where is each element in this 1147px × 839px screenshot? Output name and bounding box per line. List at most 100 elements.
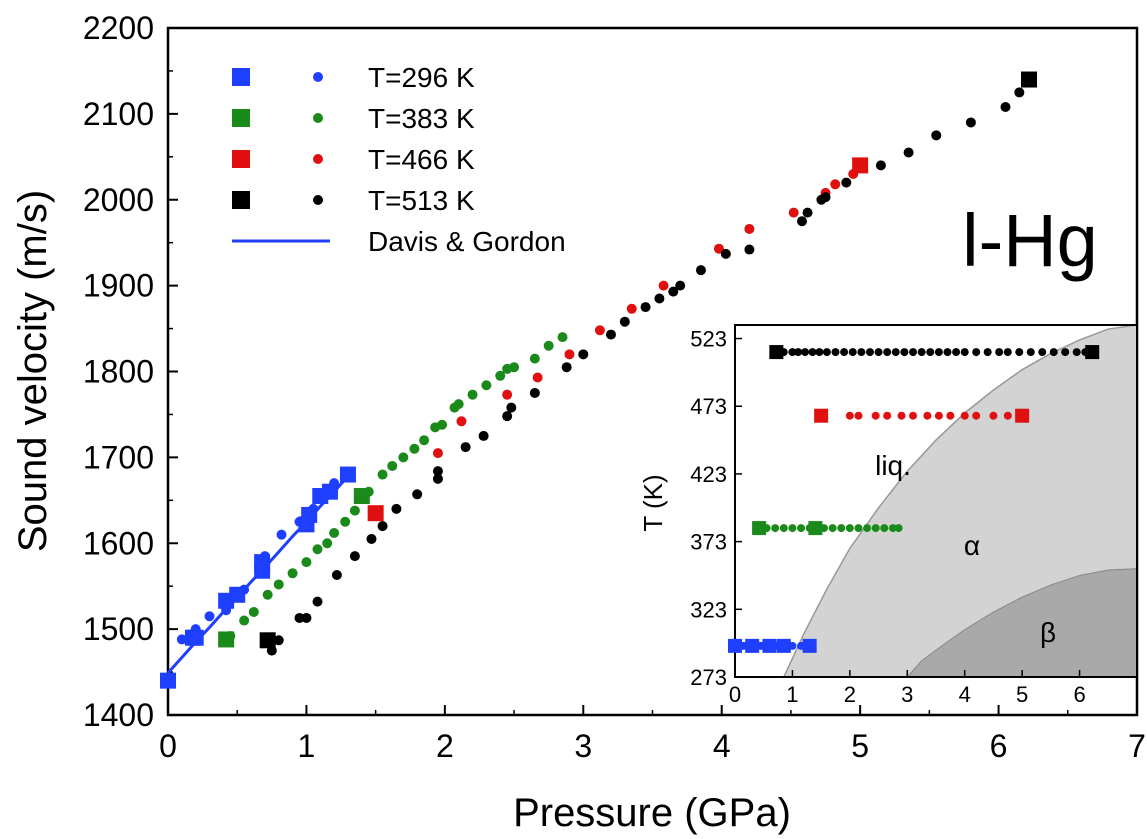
- data-point-circle: [626, 303, 637, 314]
- data-point-circle: [398, 452, 409, 463]
- inset-point-circle: [874, 348, 883, 357]
- data-point-circle: [329, 527, 340, 538]
- legend-circle-marker: [313, 154, 323, 164]
- data-point-circle: [391, 503, 402, 514]
- inset-frame: [734, 324, 1138, 678]
- data-point-square: [852, 157, 869, 174]
- inset-point-square: [802, 638, 817, 653]
- y-tick-label: 2200: [83, 10, 154, 46]
- data-point-circle: [432, 473, 443, 484]
- data-point-circle: [931, 130, 942, 141]
- legend-square-marker: [232, 191, 250, 209]
- inset-point-circle: [972, 348, 981, 357]
- inset-point-circle: [1026, 348, 1035, 357]
- legend-square-marker: [232, 109, 250, 127]
- data-point-circle: [322, 538, 333, 549]
- inset-point-circle: [840, 348, 849, 357]
- data-point-square: [187, 629, 204, 646]
- legend-circle-marker: [313, 113, 323, 123]
- inset-point-circle: [1049, 348, 1058, 357]
- inset-point-circle: [1015, 348, 1024, 357]
- data-point-circle: [529, 353, 540, 364]
- inset-point-circle: [943, 348, 952, 357]
- inset-point-square: [1015, 408, 1030, 423]
- inset-x-tick-label: 4: [959, 682, 971, 707]
- data-point-circle: [564, 349, 575, 360]
- inset-point-circle: [880, 524, 889, 533]
- data-point-circle: [744, 223, 755, 234]
- y-tick-label: 1800: [83, 354, 154, 390]
- inset-point-circle: [1003, 348, 1012, 357]
- inset-point-circle: [972, 411, 981, 420]
- inset-point-circle: [1003, 411, 1012, 420]
- data-point-circle: [744, 244, 755, 255]
- inset-point-circle: [779, 524, 788, 533]
- data-point-circle: [287, 568, 298, 579]
- inset-point-circle: [815, 348, 824, 357]
- x-tick-label: 0: [159, 728, 177, 764]
- data-point-circle: [654, 293, 665, 304]
- inset-point-circle: [1038, 348, 1047, 357]
- inset-point-circle: [831, 348, 840, 357]
- data-point-circle: [409, 443, 420, 454]
- data-point-circle: [713, 243, 724, 254]
- data-point-circle: [640, 302, 651, 313]
- inset-x-tick-label: 1: [786, 682, 798, 707]
- inset-point-circle: [794, 348, 803, 357]
- inset-point-circle: [952, 348, 961, 357]
- inset-point-circle: [788, 524, 797, 533]
- beta-region-label: β: [1040, 617, 1056, 648]
- data-point-circle: [557, 332, 568, 343]
- inset-point-circle: [863, 524, 872, 533]
- data-point-circle: [437, 419, 448, 430]
- inset-point-circle: [909, 411, 918, 420]
- data-point-circle: [875, 160, 886, 171]
- data-point-square: [229, 586, 246, 603]
- inset-y-tick-label: 423: [690, 462, 727, 487]
- inset-axis-ticks: 0 1 2 3 4 5 6 273 323 373 423 473 523: [690, 327, 1085, 707]
- data-point-circle: [262, 589, 273, 600]
- data-point-square: [367, 505, 384, 522]
- inset-point-circle: [854, 411, 863, 420]
- y-tick-label: 2100: [83, 96, 154, 132]
- inset-point-square: [745, 638, 760, 653]
- data-point-circle: [412, 489, 423, 500]
- data-point-circle: [561, 362, 572, 373]
- data-point-circle: [495, 370, 506, 381]
- inset-x-tick-label: 3: [901, 682, 913, 707]
- inset-point-square: [1085, 345, 1100, 360]
- y-tick-label: 1900: [83, 268, 154, 304]
- inset-x-tick-label: 0: [729, 682, 741, 707]
- legend-label: T=513 K: [368, 185, 475, 216]
- data-point-square: [1021, 71, 1038, 88]
- data-point-circle: [478, 430, 489, 441]
- data-point-circle: [377, 521, 388, 532]
- inset-point-circle: [960, 411, 969, 420]
- inset-point-circle: [897, 411, 906, 420]
- inset-point-circle: [771, 524, 780, 533]
- data-point-circle: [594, 325, 605, 336]
- data-point-circle: [820, 192, 831, 203]
- data-point-circle: [502, 389, 513, 400]
- inset-point-circle: [845, 411, 854, 420]
- inset-point-circle: [960, 348, 969, 357]
- data-point-circle: [668, 286, 679, 297]
- inset-y-tick-label: 473: [690, 394, 727, 419]
- inset-y-axis-label: T (K): [638, 474, 668, 531]
- data-point-circle: [965, 117, 976, 128]
- inset-point-circle: [989, 411, 998, 420]
- data-point-circle: [619, 316, 630, 327]
- data-point-circle: [432, 466, 443, 477]
- y-tick-label: 1400: [83, 697, 154, 733]
- data-point-circle: [377, 469, 388, 480]
- alpha-region-label: α: [964, 530, 980, 561]
- inset-point-circle: [808, 348, 817, 357]
- inset-point-circle: [797, 524, 806, 533]
- data-point-circle: [675, 280, 686, 291]
- inset-point-circle: [822, 348, 831, 357]
- inset-x-tick-label: 6: [1073, 682, 1085, 707]
- inset-point-circle: [883, 411, 892, 420]
- data-point-circle: [802, 207, 813, 218]
- data-point-square: [259, 632, 276, 649]
